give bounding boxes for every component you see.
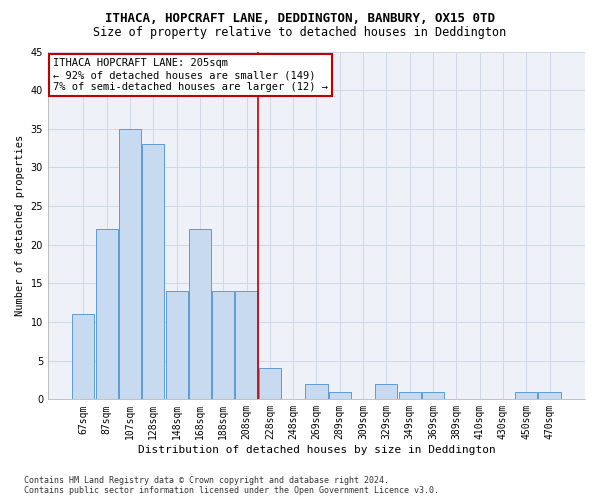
Y-axis label: Number of detached properties: Number of detached properties [15, 135, 25, 316]
Bar [515, 392, 537, 400]
Bar [119, 129, 141, 400]
Bar [189, 230, 211, 400]
Bar [329, 392, 351, 400]
Text: ITHACA, HOPCRAFT LANE, DEDDINGTON, BANBURY, OX15 0TD: ITHACA, HOPCRAFT LANE, DEDDINGTON, BANBU… [105, 12, 495, 26]
Bar [235, 291, 257, 400]
Bar [73, 314, 94, 400]
Bar [305, 384, 328, 400]
Bar [259, 368, 281, 400]
Bar [142, 144, 164, 400]
Text: ITHACA HOPCRAFT LANE: 205sqm
← 92% of detached houses are smaller (149)
7% of se: ITHACA HOPCRAFT LANE: 205sqm ← 92% of de… [53, 58, 328, 92]
Bar [166, 291, 188, 400]
Bar [376, 384, 397, 400]
Text: Size of property relative to detached houses in Deddington: Size of property relative to detached ho… [94, 26, 506, 39]
Bar [538, 392, 560, 400]
Bar [212, 291, 235, 400]
Bar [95, 230, 118, 400]
Text: Contains HM Land Registry data © Crown copyright and database right 2024.
Contai: Contains HM Land Registry data © Crown c… [24, 476, 439, 495]
X-axis label: Distribution of detached houses by size in Deddington: Distribution of detached houses by size … [137, 445, 496, 455]
Bar [422, 392, 444, 400]
Bar [398, 392, 421, 400]
